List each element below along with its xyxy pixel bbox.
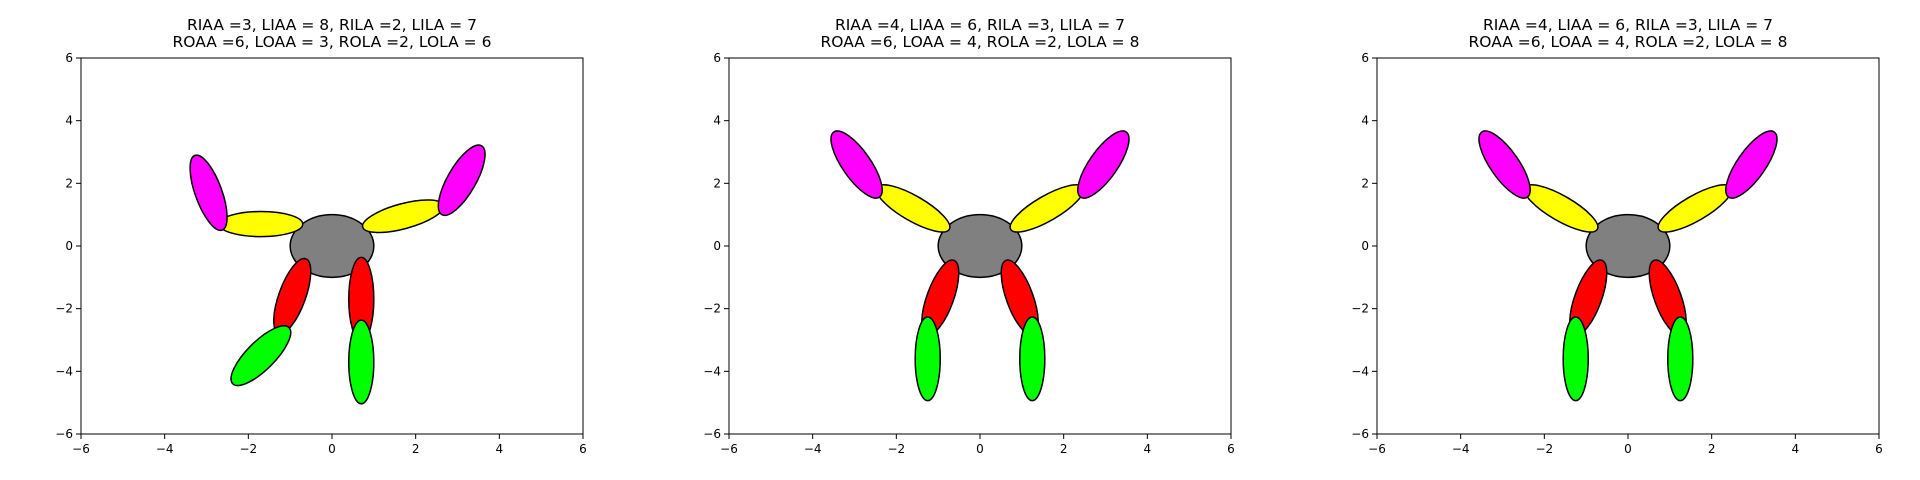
x-tick-label: 2 <box>412 442 420 456</box>
chart-title-line-1: RIAA =3, LIAA = 8, RILA =2, LILA = 7 <box>187 16 477 34</box>
ellipse-left-inner-arm <box>875 184 951 233</box>
x-tick-label: −2 <box>239 442 257 456</box>
ellipse-body <box>1585 213 1671 279</box>
ellipse-left-outer-leg <box>230 325 292 387</box>
ellipse-right-outer-arm <box>437 144 486 217</box>
y-tick-label: −2 <box>55 302 73 316</box>
ellipse-right-outer-leg <box>1667 316 1694 402</box>
ellipse-left-outer-arm <box>830 130 883 199</box>
y-tick-label: 6 <box>1361 51 1369 65</box>
y-tick-label: −4 <box>703 364 721 378</box>
x-tick-label: −6 <box>1368 442 1386 456</box>
chart-panel-1: RIAA =3, LIAA = 8, RILA =2, LILA = 7ROAA… <box>55 16 587 456</box>
ellipse-right-inner-arm <box>1009 184 1085 233</box>
y-tick-label: 0 <box>65 239 73 253</box>
ellipse-body <box>289 213 375 279</box>
y-tick-label: −6 <box>703 427 721 441</box>
chart-title-line-1: RIAA =4, LIAA = 6, RILA =3, LILA = 7 <box>835 16 1125 34</box>
ellipse-right-inner-arm <box>361 199 445 234</box>
y-tick-label: 4 <box>65 114 73 128</box>
ellipse-right-outer-arm <box>1077 130 1130 199</box>
y-tick-label: −6 <box>55 427 73 441</box>
y-tick-label: −2 <box>703 302 721 316</box>
y-tick-label: 2 <box>1361 176 1369 190</box>
y-tick-label: −6 <box>1351 427 1369 441</box>
x-tick-label: 4 <box>1792 442 1800 456</box>
x-tick-label: 0 <box>976 442 984 456</box>
y-tick-label: −2 <box>1351 302 1369 316</box>
x-tick-label: −6 <box>72 442 90 456</box>
y-tick-label: −4 <box>1351 364 1369 378</box>
x-tick-label: 6 <box>1227 442 1235 456</box>
x-tick-label: −2 <box>1535 442 1553 456</box>
x-tick-label: −4 <box>1452 442 1470 456</box>
ellipse-right-outer-arm <box>1725 130 1778 199</box>
x-tick-label: 2 <box>1060 442 1068 456</box>
x-tick-label: 4 <box>496 442 504 456</box>
ellipse-right-outer-leg <box>1019 316 1046 402</box>
x-tick-label: 0 <box>1624 442 1632 456</box>
chart-panel-3: RIAA =4, LIAA = 6, RILA =3, LILA = 7ROAA… <box>1351 16 1883 456</box>
ellipse-left-outer-arm <box>1478 130 1531 199</box>
chart-title-line-1: RIAA =4, LIAA = 6, RILA =3, LILA = 7 <box>1483 16 1773 34</box>
y-tick-label: 4 <box>713 114 721 128</box>
ellipse-left-outer-arm <box>189 154 228 232</box>
x-tick-label: −2 <box>887 442 905 456</box>
chart-title-line-2: ROAA =6, LOAA = 4, ROLA =2, LOLA = 8 <box>821 33 1140 51</box>
x-tick-label: 0 <box>328 442 336 456</box>
y-tick-label: 0 <box>1361 239 1369 253</box>
chart-panel-2: RIAA =4, LIAA = 6, RILA =3, LILA = 7ROAA… <box>703 16 1235 456</box>
x-tick-label: −6 <box>720 442 738 456</box>
ellipse-left-inner-leg <box>273 257 312 335</box>
chart-title-line-2: ROAA =6, LOAA = 4, ROLA =2, LOLA = 8 <box>1469 33 1788 51</box>
ellipse-left-inner-arm <box>218 210 304 238</box>
ellipse-left-outer-leg <box>1562 316 1589 402</box>
y-tick-label: 6 <box>65 51 73 65</box>
y-tick-label: 4 <box>1361 114 1369 128</box>
y-tick-label: −4 <box>55 364 73 378</box>
y-tick-label: 2 <box>713 176 721 190</box>
y-tick-label: 2 <box>65 176 73 190</box>
x-tick-label: −4 <box>804 442 822 456</box>
y-tick-label: 0 <box>713 239 721 253</box>
x-tick-label: 6 <box>579 442 587 456</box>
ellipse-body <box>937 213 1023 279</box>
ellipse-right-inner-arm <box>1657 184 1733 233</box>
ellipse-right-outer-leg <box>348 319 375 405</box>
y-tick-label: 6 <box>713 51 721 65</box>
x-tick-label: 2 <box>1708 442 1716 456</box>
ellipse-left-outer-leg <box>914 316 941 402</box>
ellipse-left-inner-arm <box>1523 184 1599 233</box>
x-tick-label: 6 <box>1875 442 1883 456</box>
x-tick-label: −4 <box>156 442 174 456</box>
chart-title-line-2: ROAA =6, LOAA = 3, ROLA =2, LOLA = 6 <box>173 33 492 51</box>
x-tick-label: 4 <box>1144 442 1152 456</box>
